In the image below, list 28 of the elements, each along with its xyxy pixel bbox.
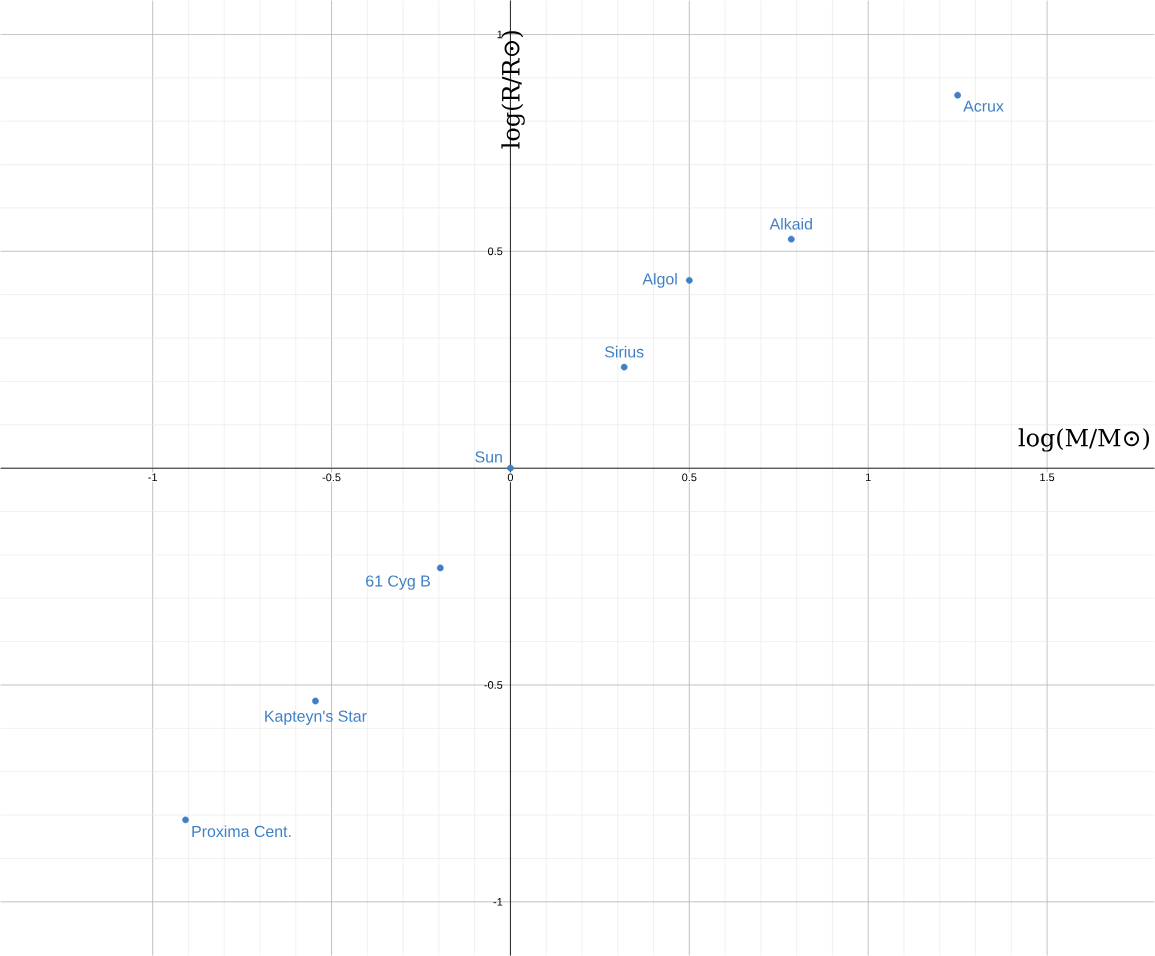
x-tick-label: -0.5 — [322, 473, 341, 482]
y-tick-label: 0.5 — [487, 247, 503, 256]
point — [436, 564, 444, 572]
x-tick-label: 1 — [865, 473, 871, 481]
point — [620, 363, 628, 371]
annotation: Alkaid — [769, 217, 812, 230]
point — [182, 816, 189, 824]
point — [685, 276, 693, 284]
x-tick-label: 0.5 — [682, 473, 697, 482]
annotation: 61 Cyg B — [366, 575, 430, 590]
annotation: Proxima Cent. — [192, 825, 291, 837]
annotation: Sun — [475, 451, 502, 463]
point — [954, 91, 962, 99]
annotation: Algol — [642, 272, 677, 288]
point — [787, 235, 795, 243]
x-axis-title: log(M/M⊙) — [1018, 428, 1150, 452]
y-tick-label: -1 — [493, 897, 503, 906]
annotation: Kapteyn's Star — [265, 710, 367, 725]
annotation: Acrux — [963, 100, 1004, 112]
y-axis-title: log(R/R⊙) — [501, 31, 525, 149]
y-tick-label: 1 — [497, 30, 503, 39]
point — [507, 464, 514, 472]
x-tick-label: -1 — [148, 473, 157, 481]
x-tick-label: 0 — [507, 473, 514, 482]
y-tick-label: -0.5 — [484, 681, 503, 689]
x-tick-label: 1.5 — [1040, 473, 1055, 481]
point — [312, 697, 319, 705]
annotation: Sirius — [605, 345, 644, 358]
